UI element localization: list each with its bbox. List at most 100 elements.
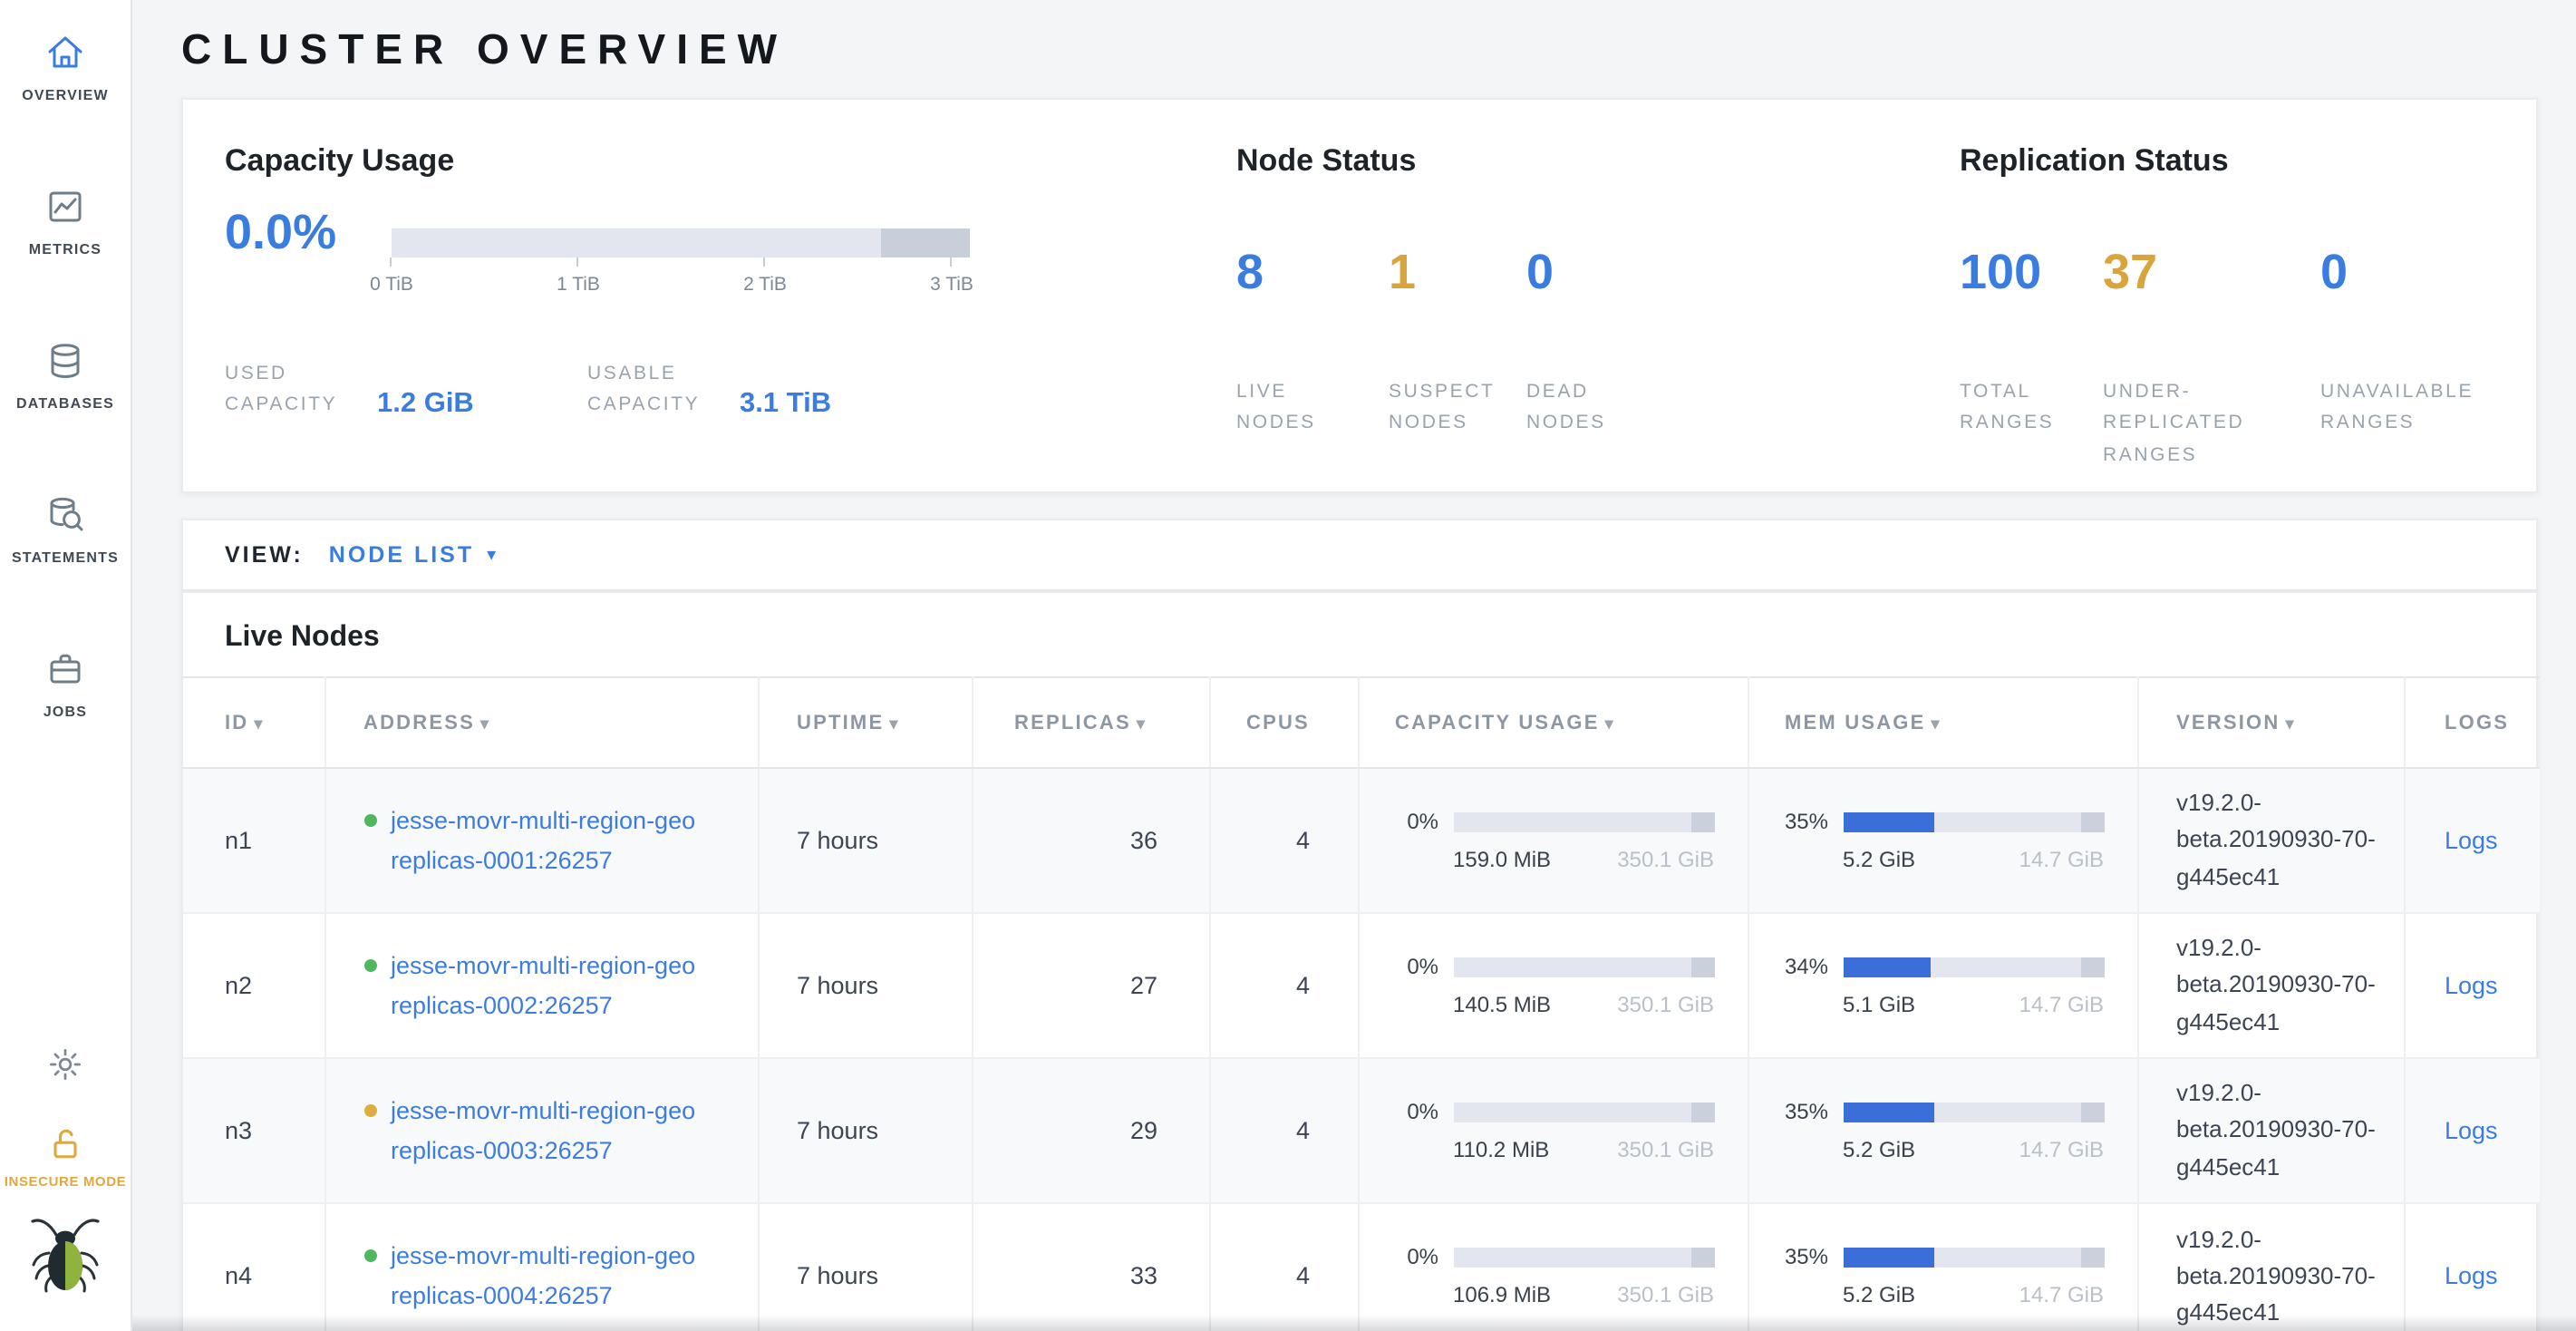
node-status-dot	[363, 813, 376, 827]
capacity-usage-bar	[1453, 957, 1715, 976]
under-replicated-label: UNDER-REPLICATED RANGES	[2103, 381, 2245, 466]
live-nodes-card: Live Nodes ID ▾ ADDRESS ▾ UPTIME ▾ REPLICAS…	[181, 591, 2540, 1331]
column-header-replicas[interactable]: REPLICAS ▾	[972, 676, 1210, 769]
view-selector-bar: VIEW: NODE LIST ▾	[181, 519, 2538, 591]
column-header-capacity-usage[interactable]: CAPACITY USAGE ▾	[1358, 676, 1748, 769]
databases-icon	[42, 337, 89, 384]
mem-usage-bar	[1843, 1247, 2105, 1268]
node-capacity-cell: 0% 106.9 MiB 350.1 GiB	[1358, 1202, 1748, 1331]
node-uptime: 7 hours	[758, 768, 973, 913]
capacity-usage-bar	[1453, 1102, 1715, 1122]
capacity-bar	[392, 228, 970, 257]
capacity-percent: 0.0%	[225, 205, 337, 259]
node-address-link[interactable]: jesse-movr-multi-region-geo replicas-0001…	[391, 806, 696, 873]
statements-icon	[42, 491, 89, 539]
node-uptime: 7 hours	[758, 912, 973, 1058]
sidebar-item-label: JOBS	[43, 704, 88, 720]
tick-label: 1 TiB	[557, 274, 600, 296]
capacity-usage-title: Capacity Usage	[225, 143, 455, 178]
under-replicated-stat: 37 UNDER-REPLICATED RANGES	[2103, 248, 2320, 471]
sort-arrow-icon: ▾	[1604, 714, 1615, 732]
node-cpus: 4	[1209, 1202, 1359, 1331]
logs-link[interactable]: Logs	[2445, 972, 2498, 999]
capacity-axis: 0 TiB 1 TiB 2 TiB 3 TiB	[370, 257, 973, 301]
column-header-uptime[interactable]: UPTIME ▾	[758, 676, 973, 769]
node-mem-cell: 35% 5.2 GiB 14.7 GiB	[1748, 1202, 2138, 1331]
live-nodes-label: LIVE NODES	[1236, 381, 1316, 434]
node-mem-cell: 34% 5.1 GiB 14.7 GiB	[1748, 912, 2138, 1058]
sort-arrow-icon: ▾	[889, 714, 900, 732]
sidebar-item-jobs[interactable]: JOBS	[42, 646, 89, 720]
usable-capacity-label: USABLE CAPACITY	[587, 363, 701, 416]
view-dropdown[interactable]: NODE LIST ▾	[329, 542, 496, 568]
logs-link[interactable]: Logs	[2445, 1117, 2498, 1144]
tick-label: 0 TiB	[370, 274, 413, 296]
mem-usage-bar	[1843, 1102, 2105, 1122]
node-address-cell: jesse-movr-multi-region-geo replicas-0003…	[324, 1057, 759, 1203]
capacity-usage-bar	[1453, 811, 1715, 831]
home-icon	[42, 29, 89, 76]
live-nodes-stat: 8 LIVE NODES	[1236, 248, 1389, 440]
node-id: n3	[183, 1057, 325, 1203]
suspect-nodes-stat: 1 SUSPECT NODES	[1389, 248, 1526, 440]
dead-nodes-label: DEAD NODES	[1526, 381, 1606, 434]
capacity-usage-bar	[1453, 1247, 1715, 1268]
table-row: n2 jesse-movr-multi-region-geo replicas-0…	[183, 912, 2540, 1058]
view-label: VIEW:	[225, 542, 304, 568]
under-replicated-value: 37	[2103, 245, 2158, 299]
sidebar-item-metrics[interactable]: METRICS	[29, 183, 102, 257]
column-header-mem-usage[interactable]: MEM USAGE ▾	[1748, 676, 2138, 769]
tick-label: 2 TiB	[743, 274, 787, 296]
settings-gear-icon[interactable]	[45, 1044, 85, 1084]
sidebar: OVERVIEW METRICS DATABASES STATEMENTS JO…	[0, 0, 132, 1331]
node-capacity-cell: 0% 140.5 MiB 350.1 GiB	[1358, 912, 1748, 1058]
replication-status-title: Replication Status	[1960, 143, 2229, 178]
node-address-cell: jesse-movr-multi-region-geo replicas-0002…	[324, 912, 759, 1058]
node-address-cell: jesse-movr-multi-region-geo replicas-0004…	[324, 1202, 759, 1331]
logs-link[interactable]: Logs	[2445, 827, 2498, 854]
node-address-link[interactable]: jesse-movr-multi-region-geo replicas-0004…	[391, 1241, 696, 1309]
cluster-summary-card: Capacity Usage 0.0% 0 TiB 1 TiB 2 TiB 3 …	[181, 98, 2538, 493]
node-version: v19.2.0-beta.20190930-70-g445ec41	[2137, 768, 2405, 913]
node-status-dot	[363, 958, 376, 972]
capacity-usage-section: Capacity Usage 0.0% 0 TiB 1 TiB 2 TiB 3 …	[225, 143, 1236, 491]
sidebar-bottom: INSECURE MODE	[5, 1044, 127, 1306]
node-status-dot	[363, 1103, 376, 1117]
sidebar-item-statements[interactable]: STATEMENTS	[12, 491, 119, 566]
tick-label: 3 TiB	[930, 274, 973, 296]
mem-usage-bar	[1843, 957, 2105, 976]
sort-arrow-icon: ▾	[1136, 714, 1148, 732]
node-version: v19.2.0-beta.20190930-70-g445ec41	[2137, 912, 2405, 1058]
node-cpus: 4	[1209, 1057, 1359, 1203]
sidebar-item-label: OVERVIEW	[22, 87, 109, 103]
total-ranges-label: TOTAL RANGES	[1960, 381, 2055, 434]
node-address-link[interactable]: jesse-movr-multi-region-geo replicas-0003…	[391, 1096, 696, 1163]
used-capacity-stat: USED CAPACITY 1.2 GiB	[225, 359, 587, 422]
unavailable-ranges-label: UNAVAILABLE RANGES	[2320, 381, 2474, 434]
unlock-icon	[45, 1124, 85, 1164]
view-selected-value: NODE LIST	[328, 542, 475, 568]
sort-arrow-icon: ▾	[1931, 714, 1942, 732]
node-cpus: 4	[1209, 912, 1359, 1058]
unavailable-ranges-value: 0	[2320, 245, 2348, 299]
column-header-id[interactable]: ID ▾	[183, 676, 325, 769]
node-version: v19.2.0-beta.20190930-70-g445ec41	[2137, 1057, 2405, 1203]
metrics-icon	[42, 183, 89, 230]
logs-link[interactable]: Logs	[2445, 1262, 2498, 1290]
node-id: n1	[183, 768, 325, 913]
node-status-title: Node Status	[1236, 143, 1417, 178]
sidebar-item-label: METRICS	[28, 241, 102, 257]
node-status-section: Node Status 8 LIVE NODES 1 SUSPECT NODES…	[1236, 143, 1960, 491]
node-uptime: 7 hours	[758, 1202, 973, 1331]
live-nodes-title: Live Nodes	[225, 622, 380, 653]
node-cpus: 4	[1209, 768, 1359, 913]
sidebar-item-overview[interactable]: OVERVIEW	[22, 29, 109, 103]
node-capacity-cell: 0% 110.2 MiB 350.1 GiB	[1358, 1057, 1748, 1203]
unavailable-ranges-stat: 0 UNAVAILABLE RANGES	[2320, 248, 2502, 471]
node-replicas: 29	[972, 1057, 1210, 1203]
sidebar-item-databases[interactable]: DATABASES	[16, 337, 114, 412]
column-header-version[interactable]: VERSION ▾	[2137, 676, 2405, 769]
column-header-address[interactable]: ADDRESS ▾	[324, 676, 759, 769]
main-content: CLUSTER OVERVIEW Capacity Usage 0.0% 0 T…	[132, 0, 2576, 1331]
node-address-link[interactable]: jesse-movr-multi-region-geo replicas-0002…	[391, 951, 696, 1018]
